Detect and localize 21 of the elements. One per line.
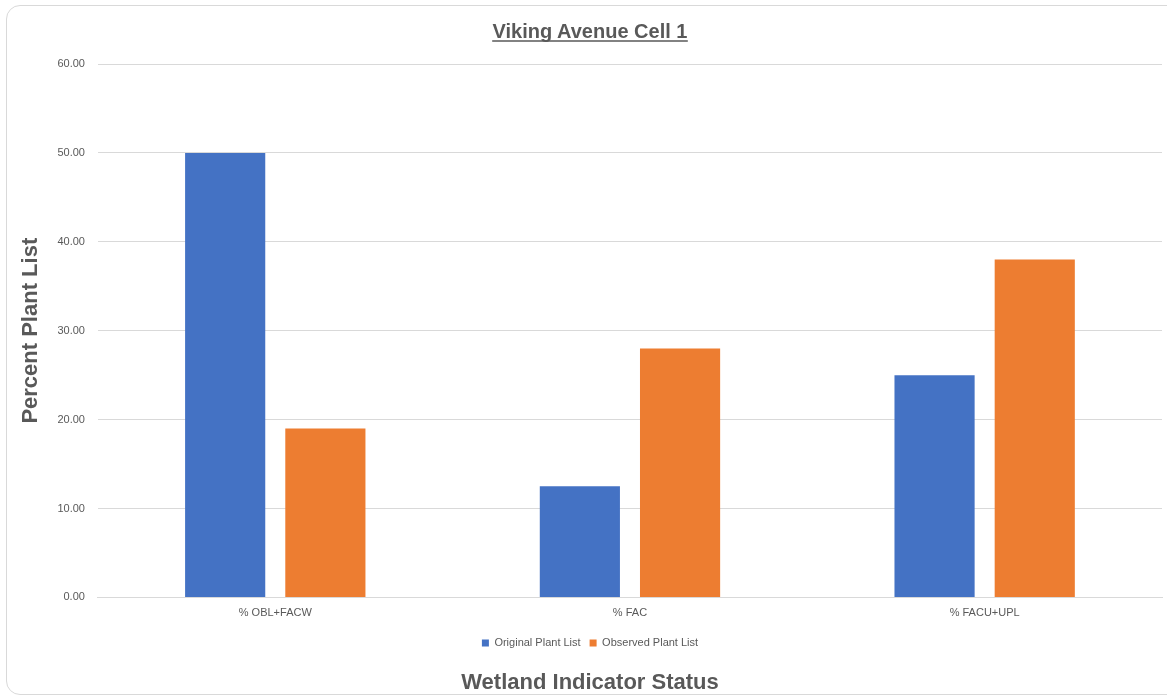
chart-title: Viking Avenue Cell 1	[492, 19, 688, 42]
y-tick-label: 0.00	[63, 590, 85, 603]
x-tick-label: % FACU+UPL	[949, 606, 1020, 619]
y-tick-label: 20.00	[57, 412, 85, 425]
bar	[539, 486, 620, 597]
y-tick-label: 40.00	[57, 234, 85, 247]
bar	[285, 428, 366, 597]
bar	[639, 348, 721, 597]
x-tick-label: % OBL+FACW	[238, 606, 313, 619]
x-axis-title: Wetland Indicator Status	[461, 668, 719, 694]
y-tick-label: 60.00	[57, 57, 85, 70]
x-tick-label: % FAC	[612, 606, 648, 619]
y-tick-label: 30.00	[57, 323, 85, 336]
legend-label: Original Plant List	[494, 636, 581, 649]
bar	[994, 259, 1075, 597]
y-tick-label: 50.00	[57, 145, 85, 158]
y-tick-label: 10.00	[57, 501, 85, 514]
legend-label: Observed Plant List	[602, 636, 699, 649]
y-axis-title: Percent Plant List	[17, 237, 43, 424]
bar	[894, 375, 975, 597]
bar	[185, 152, 266, 597]
